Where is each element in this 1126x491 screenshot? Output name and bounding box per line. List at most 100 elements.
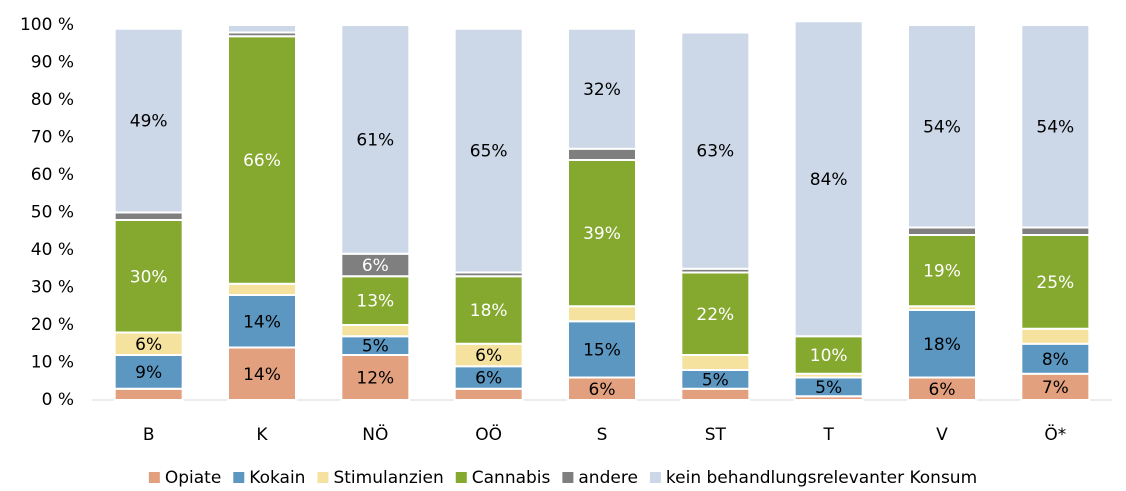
bar-segment — [113, 354, 184, 390]
data-label: 6% — [362, 256, 389, 276]
bar-segment — [113, 219, 184, 334]
data-label: 49% — [130, 112, 168, 132]
y-tick-label: 0 % — [42, 390, 74, 410]
data-label: 10% — [810, 346, 848, 366]
data-label: 14% — [243, 312, 281, 332]
legend-label: andere — [578, 468, 638, 488]
y-tick-label: 80 % — [31, 90, 74, 110]
data-label: 84% — [810, 170, 848, 190]
x-tick-label: NÖ — [362, 423, 388, 445]
bar-segment — [340, 275, 411, 326]
x-tick-label: S — [597, 425, 608, 445]
bar-segment — [1020, 327, 1091, 345]
data-label: 15% — [583, 340, 621, 360]
data-label: 6% — [135, 335, 162, 355]
bar-segment — [340, 324, 411, 338]
bar-segment — [227, 35, 297, 285]
data-label: 18% — [470, 301, 508, 321]
data-label: 9% — [135, 363, 162, 383]
data-label: 6% — [929, 380, 956, 400]
y-tick-label: 20 % — [31, 315, 74, 335]
legend-label: kein behandlungsrelevanter Konsum — [666, 468, 977, 488]
legend-swatch — [233, 472, 245, 483]
data-label: 19% — [923, 262, 961, 282]
data-label: 8% — [1042, 350, 1069, 370]
data-label: 66% — [243, 151, 281, 171]
data-label: 63% — [696, 142, 734, 162]
x-tick-label: Ö* — [1044, 423, 1066, 445]
data-label: 6% — [475, 369, 502, 389]
legend-label: Cannabis — [472, 468, 551, 488]
bar-segment — [227, 282, 297, 296]
x-tick-label: V — [936, 425, 948, 445]
data-label: 22% — [696, 305, 734, 325]
y-tick-label: 60 % — [31, 165, 74, 185]
y-tick-label: 70 % — [31, 128, 74, 148]
data-label: 14% — [243, 365, 281, 385]
bar-segment — [907, 234, 977, 308]
data-label: 5% — [702, 370, 729, 390]
bar-segment — [793, 20, 864, 338]
bar-segment — [113, 27, 184, 214]
bar-segment — [680, 31, 751, 270]
data-label: 54% — [1036, 117, 1074, 137]
data-label: 6% — [475, 346, 502, 366]
x-tick-label: T — [822, 425, 834, 445]
y-tick-label: 90 % — [31, 53, 74, 73]
data-label: 65% — [470, 142, 508, 162]
bar-segment — [1020, 24, 1091, 229]
bar-segment — [113, 387, 184, 401]
legend-swatch — [562, 472, 574, 483]
data-label: 5% — [815, 378, 842, 398]
data-label: 5% — [362, 337, 389, 357]
legend-label: Opiate — [165, 468, 221, 488]
bar-segment — [453, 275, 524, 345]
legend-swatch — [148, 472, 160, 483]
data-label: 12% — [356, 369, 394, 389]
bar-segment — [340, 24, 411, 255]
y-tick-label: 100 % — [20, 15, 74, 35]
x-tick-label: K — [256, 425, 268, 445]
bar-segment — [907, 24, 977, 229]
bar-segment — [227, 346, 297, 401]
bar-segment — [907, 226, 977, 236]
x-tick-label: OÖ — [475, 423, 502, 445]
legend-swatch — [317, 472, 329, 483]
x-tick-label: B — [143, 425, 155, 445]
bar-segment — [680, 387, 751, 401]
data-label: 18% — [923, 335, 961, 355]
data-label: 39% — [583, 224, 621, 244]
legend-label: Stimulanzien — [333, 468, 443, 488]
bar-segment — [453, 27, 524, 274]
bar-segment — [227, 294, 297, 349]
bar-segment — [227, 24, 297, 34]
bar-segment — [567, 305, 637, 323]
bar-segment — [680, 354, 751, 371]
data-label: 32% — [583, 80, 621, 100]
bar-segment — [907, 309, 977, 379]
data-label: 6% — [589, 380, 616, 400]
data-label: 25% — [1036, 273, 1074, 293]
x-tick-label: ST — [705, 425, 727, 445]
y-tick-label: 50 % — [31, 203, 74, 223]
bar-segment — [567, 147, 637, 161]
bar-segment — [1020, 234, 1091, 330]
data-label: 30% — [130, 267, 168, 287]
bar-segment — [453, 387, 524, 401]
bar-segment — [567, 159, 637, 308]
bar-segment — [340, 354, 411, 401]
y-tick-label: 10 % — [31, 353, 74, 373]
y-tick-label: 30 % — [31, 278, 74, 298]
data-label: 7% — [1042, 378, 1069, 398]
bar-segment — [1020, 226, 1091, 236]
bar-segment — [680, 271, 751, 356]
legend-label: Kokain — [249, 468, 305, 488]
bar-segment — [113, 211, 184, 221]
legend-swatch — [455, 472, 467, 483]
legend-swatch — [649, 472, 661, 483]
bar-segment — [567, 27, 637, 150]
data-label: 13% — [356, 292, 394, 312]
data-label: 54% — [923, 117, 961, 137]
data-label: 61% — [356, 130, 394, 150]
